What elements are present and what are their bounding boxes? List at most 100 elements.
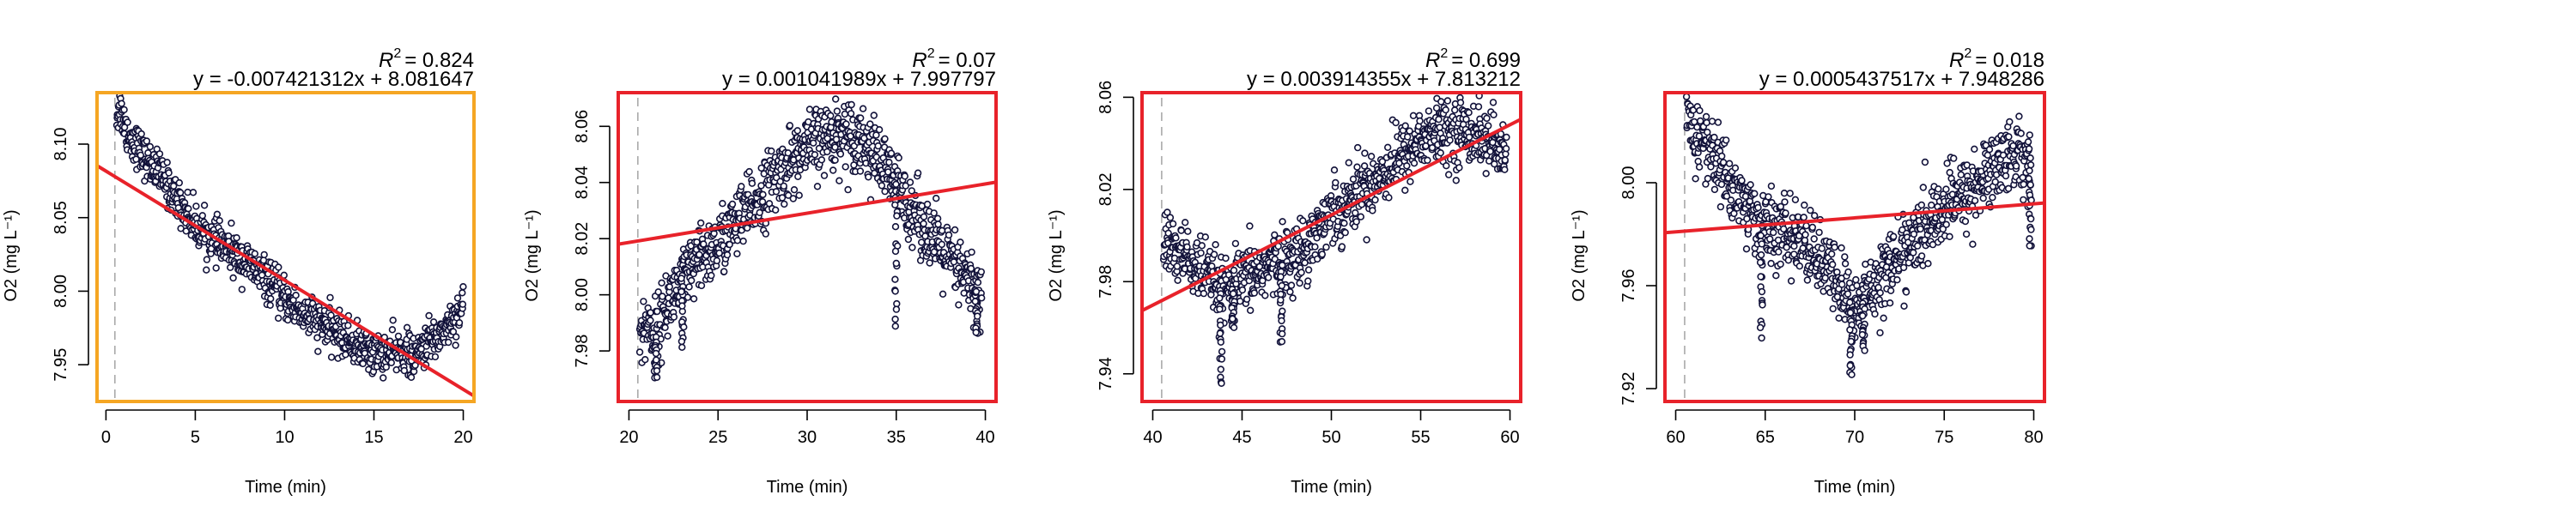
data-point [2026,242,2033,250]
x-tick-label: 40 [1143,428,1162,447]
data-point [212,264,220,272]
data-point [1210,250,1218,258]
data-point [1989,194,1996,202]
data-point [1212,241,1219,249]
data-point [388,326,397,334]
data-point [743,224,751,232]
data-point [1962,230,1971,238]
data-point [917,238,926,246]
data-point [1277,296,1285,304]
data-point [1279,218,1286,226]
data-point [870,112,878,119]
x-tick-label: 20 [453,428,472,447]
data-point [1782,209,1789,217]
data-point [327,353,336,361]
data-point [1858,330,1867,339]
y-tick-label: 7.95 [52,348,70,382]
data-point [653,307,661,316]
x-tick-label: 15 [364,428,383,447]
data-point [1197,249,1205,257]
data-point [1246,306,1255,314]
data-point [1787,277,1795,285]
data-point [429,318,438,326]
data-point [1501,166,1509,173]
data-point [1474,103,1483,111]
data-point [1808,223,1817,232]
data-point [1218,347,1226,356]
data-point [733,237,742,244]
data-point [258,271,266,279]
data-point [1829,261,1837,269]
data-point [1846,299,1854,306]
data-point [748,179,756,187]
data-point [1416,117,1424,125]
data-point [1297,269,1305,276]
data-point [776,178,784,185]
x-axis-title: Time (min) [1291,478,1372,497]
data-point [784,191,793,199]
data-point [400,366,408,375]
data-point [1217,338,1225,346]
data-point [892,305,901,313]
data-point [844,185,852,194]
y-tick-label: 8.00 [573,278,592,311]
data-point [1914,242,1922,250]
data-point [647,317,654,324]
data-point [1890,232,1898,240]
data-point [1222,254,1230,263]
data-point [1717,152,1726,160]
data-point [1775,248,1783,256]
data-point [972,287,981,296]
data-point [772,188,781,196]
data-point [1403,162,1411,170]
data-point [1821,274,1829,282]
r-superscript: 2 [1964,46,1971,61]
data-point [1230,266,1238,275]
data-point [789,195,797,202]
data-point [968,248,975,256]
data-point [1279,307,1286,315]
data-point [1770,228,1777,237]
data-point [1757,232,1765,239]
data-point [790,186,799,194]
data-point [403,323,411,331]
x-axis: 20 25 30 35 40 Time (min) [619,409,995,497]
y-tick-label: 7.94 [1097,357,1115,390]
y-tick-label: 8.05 [52,201,70,234]
data-point [1218,355,1226,363]
data-point [1490,111,1498,119]
x-tick-label: 25 [708,428,727,447]
data-point [1985,146,1994,154]
data-point [1846,309,1855,317]
data-point [1876,289,1884,297]
data-point [1818,244,1826,252]
data-point [1484,122,1492,130]
data-point [640,298,647,305]
data-point [1861,347,1868,354]
data-point [1682,93,1691,100]
y-tick-label: 7.92 [1619,372,1638,406]
data-point [1401,122,1409,130]
data-point [1392,118,1400,127]
data-points [112,93,467,382]
data-point [1349,175,1358,184]
data-point [1169,220,1177,228]
data-point [267,295,275,303]
data-point [1695,163,1704,171]
data-point [757,164,765,172]
data-point [891,275,899,283]
data-point [891,323,900,330]
data-point [696,219,705,227]
data-point [228,219,235,227]
x-tick-label: 40 [975,428,994,447]
data-point [891,223,900,231]
data-point [690,295,698,303]
data-point [1795,263,1804,270]
data-point [1242,295,1251,303]
data-point [314,347,322,355]
data-points [1682,93,2035,378]
data-point [1278,338,1286,346]
